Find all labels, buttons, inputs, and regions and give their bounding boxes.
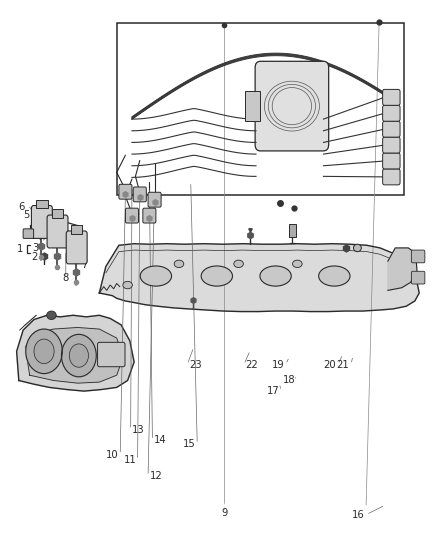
Ellipse shape bbox=[319, 266, 350, 286]
FancyBboxPatch shape bbox=[133, 187, 146, 202]
Text: 3: 3 bbox=[32, 244, 38, 254]
Circle shape bbox=[26, 329, 62, 374]
Ellipse shape bbox=[234, 260, 244, 268]
Text: 22: 22 bbox=[245, 360, 258, 369]
Ellipse shape bbox=[260, 266, 291, 286]
Polygon shape bbox=[388, 248, 417, 290]
Text: 4: 4 bbox=[35, 232, 42, 242]
Text: 2: 2 bbox=[32, 253, 38, 262]
FancyBboxPatch shape bbox=[411, 250, 425, 263]
Bar bbox=[36, 200, 47, 208]
Polygon shape bbox=[25, 327, 123, 383]
FancyBboxPatch shape bbox=[383, 106, 400, 121]
Text: 10: 10 bbox=[106, 450, 119, 460]
Circle shape bbox=[69, 344, 88, 367]
Text: 21: 21 bbox=[337, 360, 350, 369]
FancyBboxPatch shape bbox=[66, 231, 87, 264]
FancyBboxPatch shape bbox=[32, 206, 52, 238]
FancyBboxPatch shape bbox=[47, 215, 68, 248]
Text: 16: 16 bbox=[352, 510, 365, 520]
Ellipse shape bbox=[174, 260, 184, 268]
Ellipse shape bbox=[47, 311, 56, 319]
Text: 7: 7 bbox=[81, 261, 87, 270]
Circle shape bbox=[61, 334, 96, 377]
Text: 18: 18 bbox=[283, 375, 296, 385]
Text: 19: 19 bbox=[272, 360, 284, 369]
FancyBboxPatch shape bbox=[98, 342, 125, 367]
FancyBboxPatch shape bbox=[125, 208, 138, 223]
FancyBboxPatch shape bbox=[383, 169, 400, 185]
FancyBboxPatch shape bbox=[255, 61, 328, 151]
Ellipse shape bbox=[293, 260, 302, 268]
Text: 8: 8 bbox=[63, 273, 69, 283]
Text: 9: 9 bbox=[221, 507, 227, 518]
Ellipse shape bbox=[123, 281, 132, 289]
Text: 15: 15 bbox=[183, 439, 196, 449]
Bar bbox=[245, 91, 260, 122]
FancyBboxPatch shape bbox=[383, 137, 400, 153]
FancyBboxPatch shape bbox=[383, 90, 400, 106]
Bar bbox=[71, 225, 82, 233]
Polygon shape bbox=[99, 244, 419, 312]
Text: 23: 23 bbox=[189, 360, 201, 369]
Text: 17: 17 bbox=[267, 386, 280, 396]
Text: 20: 20 bbox=[324, 360, 336, 369]
Bar bbox=[52, 209, 63, 217]
Ellipse shape bbox=[353, 244, 361, 252]
FancyBboxPatch shape bbox=[383, 121, 400, 137]
FancyBboxPatch shape bbox=[383, 153, 400, 169]
Text: 6: 6 bbox=[19, 202, 25, 212]
FancyBboxPatch shape bbox=[148, 192, 161, 207]
FancyBboxPatch shape bbox=[119, 184, 132, 199]
Text: 14: 14 bbox=[154, 435, 166, 446]
Text: 11: 11 bbox=[124, 455, 136, 465]
Bar bbox=[289, 224, 296, 237]
Text: 1: 1 bbox=[17, 244, 23, 254]
Ellipse shape bbox=[140, 266, 172, 286]
FancyBboxPatch shape bbox=[411, 271, 425, 284]
Text: 5: 5 bbox=[24, 209, 30, 220]
Circle shape bbox=[34, 339, 54, 364]
Bar bbox=[117, 22, 404, 195]
Text: 12: 12 bbox=[149, 471, 162, 481]
Ellipse shape bbox=[201, 266, 233, 286]
Polygon shape bbox=[17, 316, 134, 391]
FancyBboxPatch shape bbox=[23, 229, 34, 238]
Text: 13: 13 bbox=[132, 425, 145, 435]
FancyBboxPatch shape bbox=[143, 208, 156, 223]
